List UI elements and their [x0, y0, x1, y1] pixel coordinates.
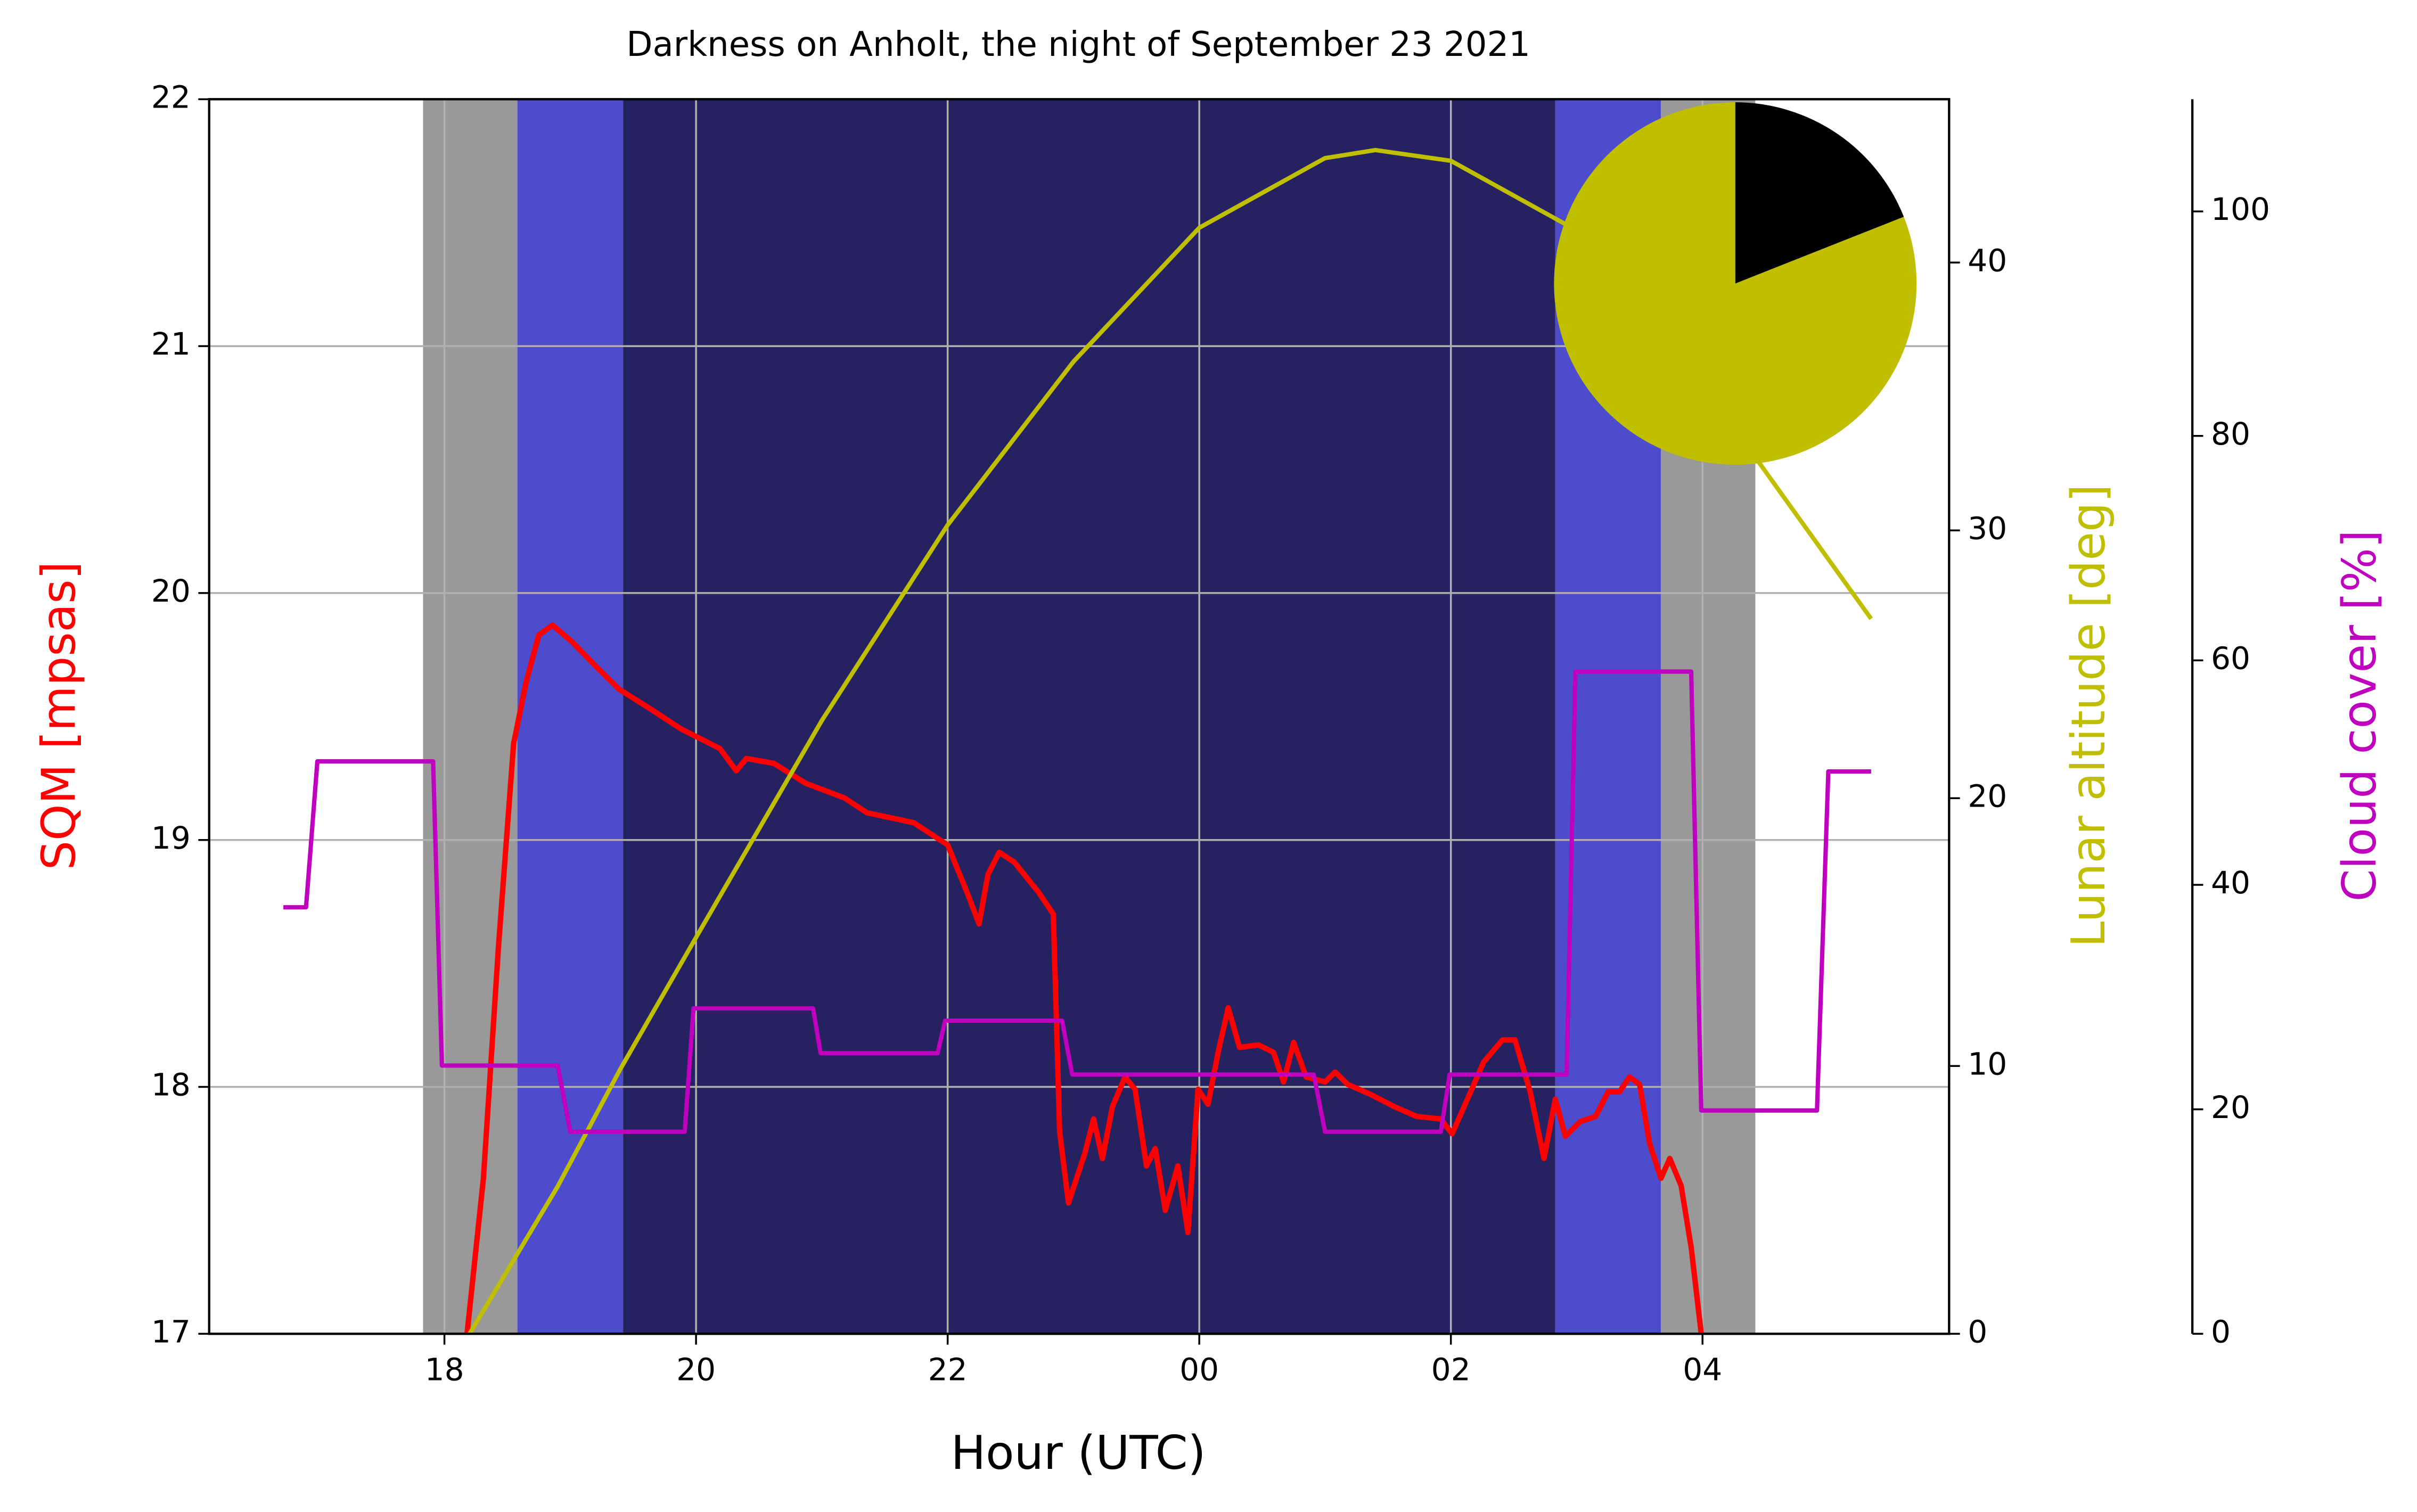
y2-tick-label: 20	[1968, 778, 2007, 814]
y2-tick-label: 10	[1968, 1046, 2007, 1082]
y3-tick-label: 100	[2211, 191, 2270, 227]
y-tick-label: 22	[151, 79, 191, 115]
y2-tick-label: 0	[1968, 1313, 1987, 1350]
y3-tick-label: 80	[2211, 416, 2250, 452]
x-tick-label: 20	[676, 1352, 716, 1388]
y-tick-label: 17	[151, 1313, 191, 1350]
series-line	[464, 622, 1704, 1334]
chart-title: Darkness on Anholt, the night of Septemb…	[626, 25, 1530, 64]
y-tick-label: 18	[151, 1067, 191, 1103]
y3-tick-label: 60	[2211, 640, 2250, 677]
x-tick-label: 18	[425, 1352, 464, 1388]
y2-axis-label: Lunar altitude [deg]	[2061, 484, 2116, 947]
y3-tick-label: 40	[2211, 865, 2250, 901]
y2-tick-label: 40	[1968, 242, 2007, 278]
x-tick-label: 04	[1683, 1352, 1722, 1388]
y-tick-label: 21	[151, 326, 191, 362]
twilight-band	[517, 99, 624, 1334]
x-axis-label: Hour (UTC)	[951, 1426, 1206, 1480]
y3-tick-label: 20	[2211, 1089, 2250, 1125]
y-tick-label: 20	[151, 573, 191, 609]
twilight-band	[623, 99, 1555, 1334]
x-tick-label: 02	[1431, 1352, 1471, 1388]
twilight-band	[423, 99, 518, 1334]
y-tick-label: 19	[151, 820, 191, 856]
series-line	[283, 669, 1871, 1134]
x-tick-label: 00	[1179, 1352, 1219, 1388]
y3-axis-label: Cloud cover [%]	[2332, 530, 2387, 901]
y3-tick-label: 0	[2211, 1313, 2231, 1350]
y2-tick-label: 30	[1968, 510, 2007, 546]
pie-slice	[1735, 102, 1904, 284]
y-axis-label: SQM [mpsas]	[31, 561, 86, 870]
pie-slice	[1554, 102, 1917, 465]
x-tick-label: 22	[928, 1352, 968, 1388]
plot-frame	[208, 98, 1951, 1335]
